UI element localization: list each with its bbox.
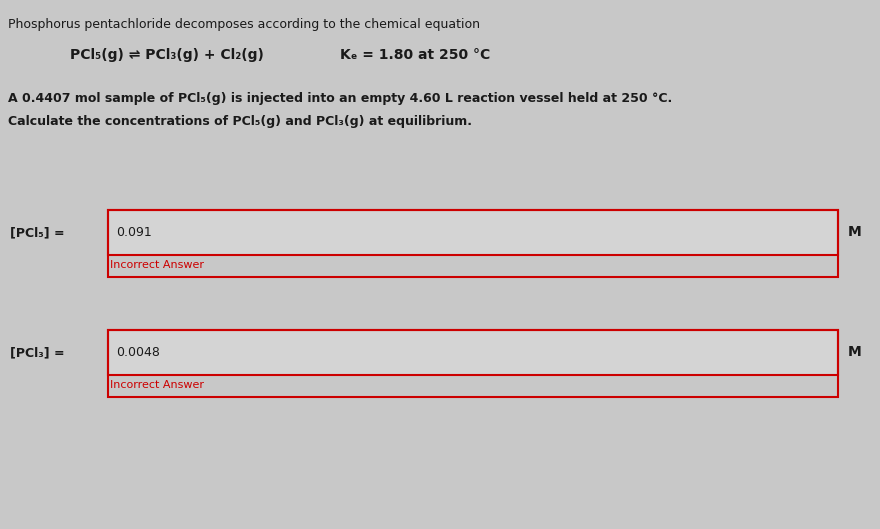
Text: [PCl₅] =: [PCl₅] = (10, 226, 64, 239)
Text: 0.091: 0.091 (116, 226, 151, 239)
Text: Calculate the concentrations of PCl₅(g) and PCl₃(g) at equilibrium.: Calculate the concentrations of PCl₅(g) … (8, 115, 472, 128)
Text: 0.0048: 0.0048 (116, 346, 160, 359)
Text: A 0.4407 mol sample of PCl₅(g) is injected into an empty 4.60 L reaction vessel : A 0.4407 mol sample of PCl₅(g) is inject… (8, 92, 672, 105)
Text: M: M (848, 345, 862, 360)
Text: PCl₅(g) ⇌ PCl₃(g) + Cl₂(g): PCl₅(g) ⇌ PCl₃(g) + Cl₂(g) (70, 48, 264, 62)
Bar (108, 330, 838, 397)
Text: [PCl₃] =: [PCl₃] = (10, 346, 64, 359)
Text: Phosphorus pentachloride decomposes according to the chemical equation: Phosphorus pentachloride decomposes acco… (8, 18, 480, 31)
Bar (108, 210, 838, 277)
Text: M: M (848, 225, 862, 240)
Text: Kₑ = 1.80 at 250 °C: Kₑ = 1.80 at 250 °C (340, 48, 490, 62)
Bar (108, 210, 838, 255)
Text: Incorrect Answer: Incorrect Answer (110, 260, 204, 270)
Bar (108, 330, 838, 375)
Text: Incorrect Answer: Incorrect Answer (110, 380, 204, 390)
